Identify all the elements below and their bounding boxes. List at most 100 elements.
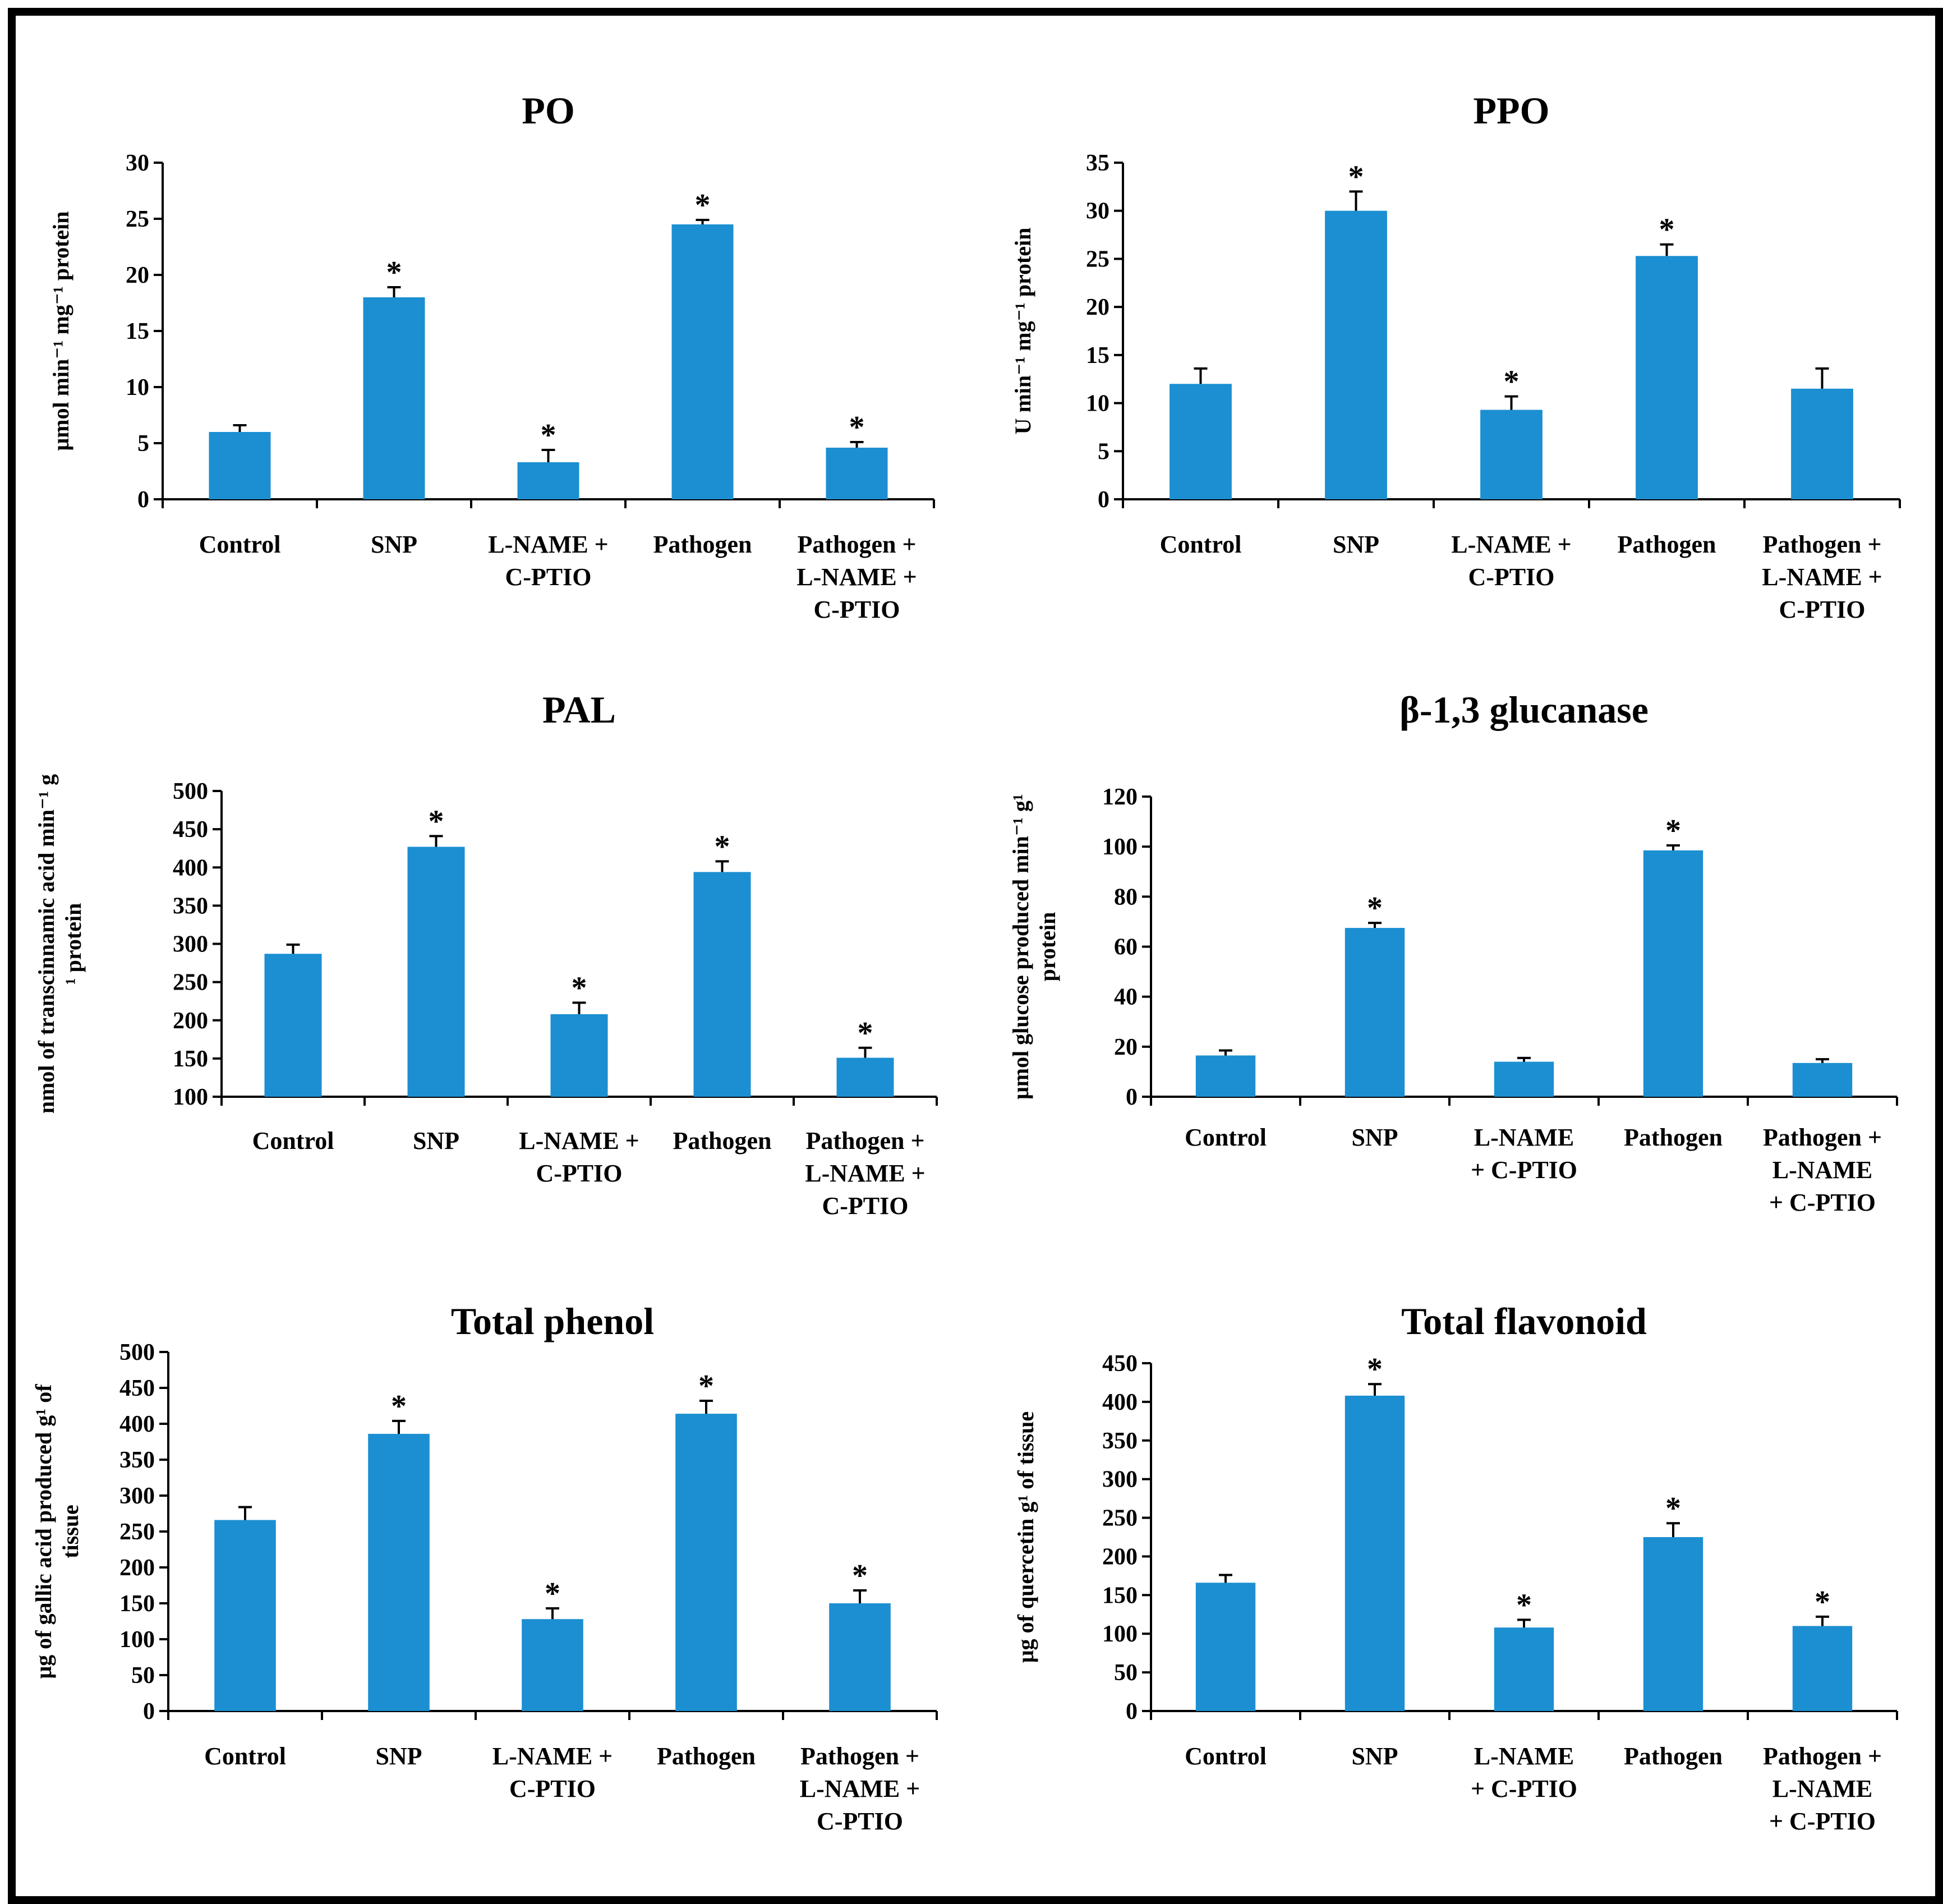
y-tick-label: 450	[1102, 1351, 1138, 1377]
y-tick-label: 450	[173, 817, 208, 843]
bar	[671, 224, 734, 499]
y-tick-label: 120	[1102, 784, 1138, 810]
x-tick-label: L-NAME +	[492, 1742, 613, 1770]
y-tick-label: 5	[137, 431, 149, 457]
significance-star: *	[1659, 213, 1675, 247]
bar	[264, 954, 322, 1097]
x-tick-label: C-PTIO	[505, 563, 592, 591]
y-axis-label: nmol of transcinnamic acid min⁻¹ g	[34, 774, 59, 1114]
x-tick-label: C-PTIO	[817, 1808, 903, 1835]
y-tick-label: 20	[1114, 1034, 1138, 1060]
x-tick-label: Pathogen +	[800, 1742, 919, 1770]
chart-title: Total flavonoid	[1401, 1300, 1647, 1342]
x-tick-label: Control	[1160, 531, 1242, 558]
x-tick-label: Control	[204, 1742, 286, 1770]
significance-star: *	[1665, 813, 1681, 848]
significance-star: *	[1504, 365, 1520, 399]
bar	[1791, 388, 1853, 499]
x-tick-label: Pathogen	[1624, 1742, 1723, 1770]
chart-title: PAL	[542, 688, 616, 731]
y-tick-label: 0	[1126, 1699, 1138, 1724]
y-axis-label: U min⁻¹ mg⁻¹ protein	[1010, 228, 1035, 435]
x-tick-label: C-PTIO	[536, 1160, 623, 1187]
bar	[1195, 1583, 1256, 1711]
y-tick-label: 300	[1102, 1467, 1138, 1493]
y-tick-label: 200	[119, 1555, 155, 1581]
y-tick-label: 15	[126, 319, 149, 344]
significance-star: *	[1367, 891, 1383, 926]
y-tick-label: 350	[1102, 1428, 1138, 1454]
bar	[829, 1603, 891, 1711]
y-tick-label: 0	[1098, 487, 1109, 513]
y-tick-label: 10	[126, 375, 149, 401]
x-tick-label: C-PTIO	[1779, 596, 1866, 623]
y-tick-label: 100	[173, 1084, 208, 1110]
x-tick-label: L-NAME	[1772, 1775, 1872, 1802]
y-axis-label: μg of quercetin g¹ of tissue	[1013, 1411, 1038, 1663]
significance-star: *	[852, 1558, 868, 1593]
x-tick-label: Pathogen +	[1763, 1742, 1882, 1770]
bar	[1494, 1061, 1554, 1097]
x-tick-label: SNP	[375, 1742, 422, 1770]
y-tick-label: 20	[126, 263, 149, 288]
chart-title: β-1,3 glucanase	[1399, 688, 1649, 731]
x-tick-label: C-PTIO	[822, 1192, 909, 1220]
significance-star: *	[1516, 1588, 1532, 1622]
x-tick-label: Pathogen +	[1763, 1124, 1882, 1151]
y-tick-label: 50	[1114, 1660, 1138, 1686]
x-tick-label: Pathogen +	[797, 531, 916, 558]
significance-star: *	[429, 804, 444, 839]
y-tick-label: 10	[1086, 391, 1109, 417]
significance-star: *	[541, 418, 556, 453]
y-tick-label: 500	[119, 1340, 155, 1365]
y-axis-label: protein	[1035, 912, 1060, 982]
x-tick-label: Pathogen	[657, 1742, 756, 1770]
chart-total-flavonoid: Total flavonoid μg of quercetin g¹ of tis…	[1013, 1300, 1898, 1835]
y-tick-label: 0	[143, 1699, 155, 1724]
x-tick-label: Control	[1185, 1124, 1267, 1151]
x-tick-label: SNP	[1333, 531, 1379, 558]
y-tick-label: 350	[173, 893, 208, 919]
x-tick-label: Pathogen +	[805, 1127, 924, 1155]
bar	[407, 847, 465, 1097]
x-tick-label: + C-PTIO	[1769, 1808, 1876, 1835]
y-tick-label: 150	[173, 1046, 208, 1072]
y-tick-label: 250	[173, 970, 208, 996]
x-tick-label: L-NAME +	[519, 1127, 639, 1155]
significance-star: *	[849, 410, 865, 445]
y-tick-label: 400	[119, 1411, 155, 1437]
x-tick-label: SNP	[413, 1127, 459, 1155]
y-tick-label: 100	[119, 1627, 155, 1653]
x-tick-label: SNP	[1351, 1124, 1398, 1151]
x-tick-label: L-NAME	[1474, 1742, 1574, 1770]
y-tick-label: 300	[119, 1483, 155, 1509]
x-tick-label: L-NAME +	[1451, 531, 1572, 558]
significance-star: *	[715, 829, 730, 864]
y-tick-label: 500	[173, 779, 208, 804]
x-tick-label: Control	[252, 1127, 334, 1155]
significance-star: *	[1815, 1585, 1830, 1620]
chart-title: PO	[522, 89, 574, 132]
figure-frame	[8, 8, 1943, 1904]
y-tick-label: 30	[126, 150, 149, 176]
y-tick-label: 450	[119, 1376, 155, 1401]
bar	[209, 432, 271, 499]
y-tick-label: 35	[1086, 150, 1109, 176]
bar	[1345, 928, 1405, 1097]
y-axis-label: μg of gallic acid produced g¹ of	[31, 1384, 56, 1679]
y-tick-label: 0	[1126, 1084, 1138, 1110]
y-tick-label: 150	[119, 1591, 155, 1617]
chart-title: Total phenol	[451, 1300, 654, 1342]
y-tick-label: 400	[1102, 1390, 1138, 1415]
significance-star: *	[1348, 159, 1364, 194]
x-tick-label: + C-PTIO	[1471, 1156, 1577, 1184]
x-tick-label: Pathogen	[1618, 531, 1716, 558]
bar	[522, 1619, 583, 1711]
significance-star: *	[386, 255, 402, 290]
y-tick-label: 150	[1102, 1583, 1138, 1608]
y-tick-label: 50	[131, 1663, 155, 1689]
x-tick-label: L-NAME +	[805, 1160, 926, 1187]
x-tick-label: Pathogen +	[1762, 531, 1881, 558]
bar	[517, 462, 579, 499]
chart-beta-glucanase: β-1,3 glucanase μmol glucose produced min…	[1008, 688, 1898, 1216]
